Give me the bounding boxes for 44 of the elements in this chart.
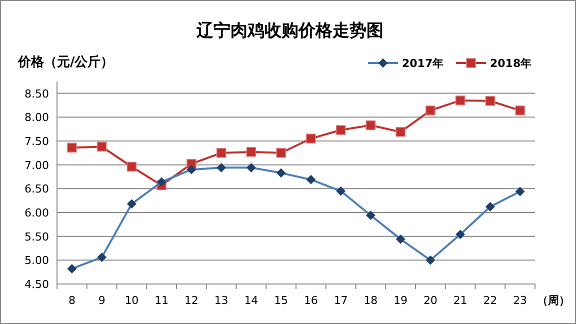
point [306, 134, 316, 144]
point [426, 106, 436, 116]
y-tick-label: 8.00 [24, 111, 49, 124]
point [216, 148, 226, 158]
y-tick-label: 6.00 [24, 206, 49, 220]
chart-title: 辽宁肉鸡收购价格走势图 [196, 21, 384, 41]
x-tick-label: 14 [244, 294, 258, 307]
x-tick-label: 23 [513, 294, 528, 307]
y-tick-label: 8.50 [24, 87, 49, 100]
y-tick-label: 5.50 [24, 230, 49, 244]
legend-label: 2018年 [490, 57, 532, 70]
point [276, 148, 286, 158]
x-tick-label: 9 [98, 294, 106, 307]
x-tick-label: 16 [304, 294, 318, 307]
x-tick-label: 12 [184, 294, 198, 307]
x-tick-label: 19 [394, 294, 408, 307]
point [366, 120, 376, 130]
x-axis-title: （周） [537, 294, 570, 307]
y-tick-label: 7.50 [24, 134, 49, 148]
point [485, 96, 496, 106]
x-tick-label: 20 [423, 294, 438, 307]
x-tick-label: 8 [68, 294, 76, 307]
point [455, 96, 466, 106]
x-tick-label: 13 [214, 294, 228, 307]
x-tick-label: 21 [453, 294, 468, 307]
x-tick-label: 11 [154, 294, 169, 307]
point [126, 162, 137, 172]
y-axis-title: 价格（元/公斤） [17, 54, 114, 70]
y-tick-label: 5.00 [24, 254, 49, 268]
point [67, 142, 77, 153]
point [336, 125, 346, 135]
x-tick-label: 15 [274, 294, 288, 307]
legend-label: 2017年 [402, 57, 444, 70]
point [515, 106, 525, 116]
x-tick-label: 17 [334, 294, 348, 307]
x-tick-label: 10 [124, 294, 139, 307]
point [396, 127, 406, 137]
point [246, 147, 256, 157]
x-tick-label: 18 [364, 294, 378, 307]
point [96, 142, 107, 152]
y-tick-label: 6.50 [24, 182, 49, 196]
y-tick-label: 4.50 [24, 278, 49, 291]
y-tick-label: 7.00 [24, 158, 49, 172]
x-tick-label: 22 [483, 294, 498, 307]
